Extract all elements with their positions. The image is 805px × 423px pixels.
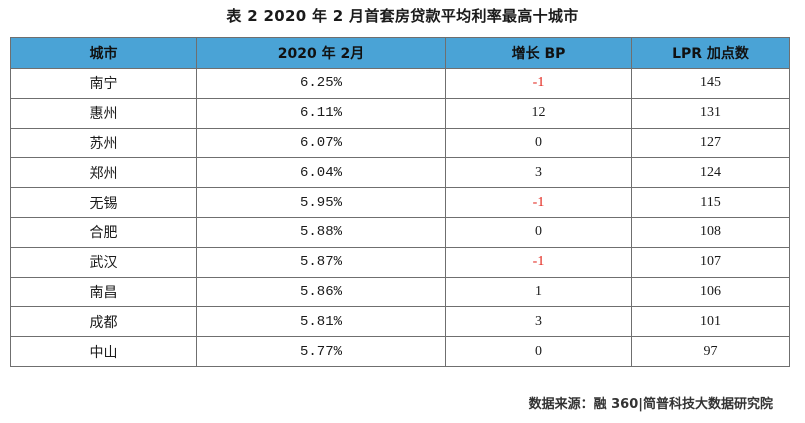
city-cell: 郑州: [10, 157, 197, 189]
table-row: 中山 5.77% 0 97: [10, 336, 790, 367]
city-cell: 无锡: [10, 187, 197, 218]
table-row: 南昌 5.86% 1 106: [10, 276, 790, 308]
rate-cell: 6.07%: [196, 127, 446, 159]
lpr-cell: 115: [631, 187, 790, 218]
city-cell: 成都: [10, 306, 197, 338]
city-cell: 苏州: [10, 127, 197, 159]
lpr-cell: 145: [631, 68, 790, 99]
rate-cell: 5.77%: [196, 336, 446, 367]
table-row: 郑州 6.04% 3 124: [10, 157, 790, 189]
city-cell: 南昌: [10, 276, 197, 308]
table-row: 无锡 5.95% -1 115: [10, 187, 790, 218]
city-cell: 合肥: [10, 216, 197, 248]
table-row: 武汉 5.87% -1 107: [10, 246, 790, 278]
table-title: 表 2 2020 年 2 月首套房贷款平均利率最高十城市: [226, 7, 579, 25]
table-row: 惠州 6.11% 12 131: [10, 97, 790, 129]
rate-cell: 5.95%: [196, 187, 446, 218]
rate-cell: 5.81%: [196, 306, 446, 338]
column-header-growth: 增长 BP: [445, 37, 632, 69]
growth-cell: 0: [445, 336, 632, 367]
mortgage-rate-table: 城市 2020 年 2月 增长 BP LPR 加点数 南宁 6.25% -1 1…: [10, 37, 790, 367]
lpr-cell: 108: [631, 216, 790, 248]
rate-cell: 5.88%: [196, 216, 446, 248]
column-header-rate: 2020 年 2月: [196, 37, 446, 69]
rate-cell: 6.11%: [196, 97, 446, 129]
rate-cell: 5.86%: [196, 276, 446, 308]
lpr-cell: 127: [631, 127, 790, 159]
column-header-city: 城市: [10, 37, 197, 69]
rate-cell: 6.04%: [196, 157, 446, 189]
column-header-lpr: LPR 加点数: [631, 37, 790, 69]
lpr-cell: 107: [631, 246, 790, 278]
lpr-cell: 124: [631, 157, 790, 189]
lpr-cell: 97: [631, 336, 790, 367]
rate-cell: 6.25%: [196, 68, 446, 99]
city-cell: 武汉: [10, 246, 197, 278]
growth-cell: 0: [445, 216, 632, 248]
growth-cell: 1: [445, 276, 632, 308]
growth-cell: -1: [445, 68, 632, 99]
city-cell: 惠州: [10, 97, 197, 129]
lpr-cell: 131: [631, 97, 790, 129]
growth-cell: -1: [445, 246, 632, 278]
growth-cell: 3: [445, 157, 632, 189]
table-row: 成都 5.81% 3 101: [10, 306, 790, 338]
growth-cell: 0: [445, 127, 632, 159]
rate-cell: 5.87%: [196, 246, 446, 278]
table-row: 南宁 6.25% -1 145: [10, 68, 790, 99]
growth-cell: -1: [445, 187, 632, 218]
city-cell: 南宁: [10, 68, 197, 99]
table-header-row: 城市 2020 年 2月 增长 BP LPR 加点数: [10, 37, 790, 69]
table-row: 苏州 6.07% 0 127: [10, 127, 790, 159]
city-cell: 中山: [10, 336, 197, 367]
growth-cell: 12: [445, 97, 632, 129]
lpr-cell: 106: [631, 276, 790, 308]
growth-cell: 3: [445, 306, 632, 338]
table-row: 合肥 5.88% 0 108: [10, 216, 790, 248]
lpr-cell: 101: [631, 306, 790, 338]
data-source-note: 数据来源：融 360|简普科技大数据研究院: [528, 397, 773, 412]
